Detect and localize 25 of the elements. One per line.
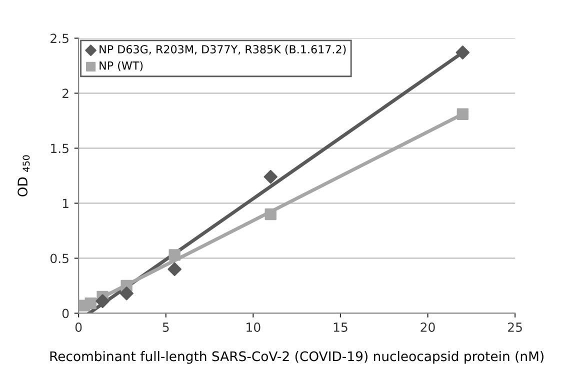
- x-tick-label: 10: [246, 322, 260, 332]
- x-tick-label: 15: [334, 322, 348, 332]
- x-tick-label: 0: [75, 322, 82, 332]
- y-tick-label: 2: [62, 88, 68, 98]
- legend-label: NP D63G, R203M, D377Y, R385K (B.1.617.2): [100, 44, 346, 55]
- x-tick-label: 20: [420, 322, 435, 332]
- point: [120, 286, 134, 300]
- y-tick-label: 0.5: [50, 254, 68, 264]
- y-tick-label: 1.5: [51, 144, 68, 154]
- x-tick-label: 25: [508, 322, 522, 332]
- y-tick-label: 1: [62, 198, 68, 208]
- y-tick-label: 0: [62, 308, 69, 318]
- point: [96, 294, 110, 308]
- y-axis-title: OD $_{450}$: [18, 155, 30, 196]
- y-tick-label: 2.5: [50, 34, 68, 44]
- legend-label: NP (WT): [100, 61, 143, 72]
- point: [84, 297, 96, 310]
- point: [168, 262, 182, 276]
- x-tick-label: 5: [162, 322, 169, 332]
- x-axis-title: Recombinant full-length SARS-CoV-2 (COVID-19) nucleocapsid protein (nM): [50, 351, 544, 364]
- point: [456, 108, 469, 120]
- point: [168, 249, 180, 261]
- point: [264, 170, 278, 184]
- point: [456, 46, 470, 60]
- point: [264, 208, 276, 220]
